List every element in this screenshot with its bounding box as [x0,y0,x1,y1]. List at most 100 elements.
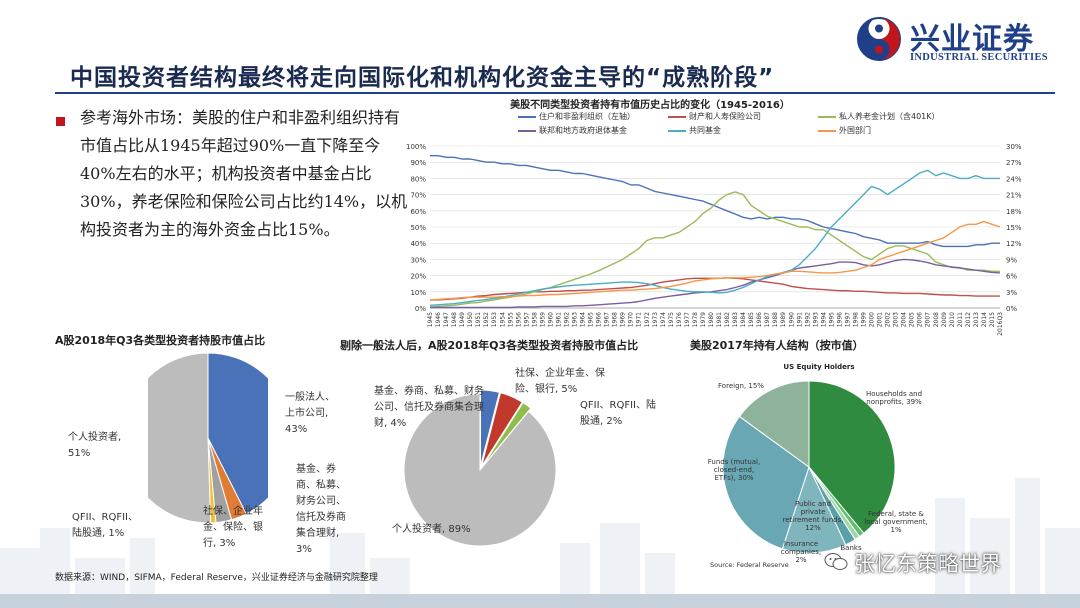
us-pie-title: 美股2017年持有人结构（按市值） [690,339,864,352]
us-pie-chart [722,380,896,554]
legend-label: 私人养老金计划（含401K） [839,112,940,121]
pie-slice-3 [403,393,557,547]
legend-label: 联邦和地方政府退体基金 [539,126,627,135]
x-tick-label: 2013 [973,312,980,327]
pie2-title: 剔除一般法人后，A股2018年Q3各类型投资者持股市值占比 [340,339,639,352]
pie-slice-5 [722,415,810,550]
us-label-foreign: Foreign, 15% [718,382,764,390]
x-tick-label: 1980 [708,312,715,327]
x-tick-label: 2000 [869,312,876,327]
x-tick-label: 1994 [820,312,827,327]
us-label-banks: Banks [840,544,862,552]
x-tick-label: 2006 [917,312,924,327]
pie1-label-funds: 基金、券商、私募、财务公司、信托及券商集合理财, 3% [296,464,346,555]
legend-swatch [668,129,686,132]
x-tick-label: 1988 [772,312,779,327]
x-tick-label: 1963 [572,312,579,327]
page-title: 中国投资者结构最终将走向国际化和机构化资金主导的“成熟阶段” [70,65,775,91]
y-left-tick-label: 70% [410,192,426,200]
x-tick-label: 1983 [732,312,739,327]
data-source-note: 数据来源：WIND，SIFMA，Federal Reserve，兴业证券经济与金… [55,573,378,583]
x-tick-label: 1958 [531,312,538,327]
x-tick-label: 1984 [740,312,747,327]
legend-item-mutual-funds: 共同基金 [668,125,721,136]
y-left-tick-label: 80% [410,175,426,183]
legend-item-foreign: 外国部门 [818,125,871,136]
x-tick-label: 1975 [668,312,675,327]
us-figure-source: Source: Federal Reserve [710,561,789,569]
pie1-label-corp: 一般法人、上市公司, 43% [285,392,335,435]
us-figure-subtitle: US Equity Holders [783,363,855,371]
series-line-4 [429,169,1000,306]
x-tick-label: 1992 [804,312,811,327]
pie1-chart [148,352,268,524]
y-left-tick-label: 30% [410,256,426,264]
y-left-tick-label: 10% [410,289,426,297]
x-tick-label: 2016Q3 [997,312,1004,336]
x-tick-label: 1945 [427,312,434,327]
x-tick-label: 1993 [812,312,819,327]
pie2-label-qfii: QFII、RQFII、陆股通, 2% [580,400,656,427]
x-tick-label: 2005 [909,312,916,327]
x-tick-label: 2010 [949,312,956,327]
x-tick-label: 1971 [636,312,643,327]
x-tick-label: 1957 [523,312,530,327]
y-left-tick-label: 100% [406,143,426,151]
wechat-icon [824,553,848,570]
x-tick-label: 1965 [588,312,595,327]
x-tick-label: 1964 [580,312,587,327]
x-tick-label: 1972 [644,312,651,327]
legend-swatch [818,129,836,132]
x-tick-label: 1979 [700,312,707,327]
legend-item-government: 联邦和地方政府退体基金 [518,125,627,136]
pie2-label-social: 社保、企业年金、保险、银行, 5% [515,368,605,395]
y-right-tick-label: 21% [1006,192,1022,200]
pie-slice-4 [781,465,847,554]
x-tick-label: 1991 [796,312,803,327]
watermark-text: 张忆东策略世界 [854,552,1001,576]
x-tick-label: 2011 [957,312,964,327]
x-tick-label: 1950 [467,312,474,327]
pie2-label-retail: 个人投资者, 89% [392,524,471,535]
y-left-tick-label: 60% [410,208,426,216]
x-tick-label: 1981 [716,312,723,327]
line-chart: 0% 10% 20% 30% 40% 50% 60% 70% 80% 90% 100% 0% 3% 6% 9… [406,143,1022,336]
x-tick-label: 1995 [828,312,835,327]
series-line-5 [429,220,1001,301]
logo-english-name: INDUSTRIAL SECURITIES [910,52,1048,63]
pie-slice-0 [808,380,896,534]
legend-swatch [518,129,536,132]
y-left-tick-label: 90% [410,159,426,167]
pie1-label-retail: 个人投资者, 51% [68,432,122,459]
pie-slice-2 [481,401,532,468]
brand-logo: 兴业证券 INDUSTRIAL SECURITIES [856,14,1071,66]
x-tick-label: 1946 [435,312,442,327]
x-tick-label: 1953 [491,312,498,327]
x-tick-label: 1977 [684,312,691,327]
pie-slice-0 [479,390,501,467]
pie1-label-qfii: QFII、RQFII、陆股通, 1% [72,512,138,539]
x-tick-label: 1978 [692,312,699,327]
x-tick-label: 1998 [852,312,859,327]
x-tick-label: 1952 [483,312,490,327]
x-tick-label: 1969 [620,312,627,327]
pie-slice-1 [481,392,524,467]
x-tick-label: 1990 [788,312,795,327]
pie1-label-social: 社保、企业年金、保险、银行, 3% [203,506,263,549]
us-label-retirement: Public and private retirement funds, 12% [782,500,844,532]
y-right-tick-label: 24% [1006,175,1022,183]
us-label-government: Federal, state & local government, 1% [864,510,928,534]
pie1-title: A股2018年Q3各类型投资者持股市值占比 [55,334,266,347]
y-left-tick-label: 20% [410,273,426,281]
x-tick-label: 1956 [515,312,522,327]
legend-item-insurance: 财产和人寿保险公司 [668,111,761,122]
footer-strip [0,594,1080,608]
x-tick-label: 1987 [764,312,771,327]
x-tick-label: 1959 [539,312,546,327]
x-tick-label: 2004 [901,312,908,327]
y-right-tick-label: 6% [1006,273,1017,281]
legend-item-pension: 私人养老金计划（含401K） [818,111,940,122]
pie2-label-funds: 基金、券商、私募、财务公司、信托及券商集合理财, 4% [374,386,484,429]
x-tick-label: 2012 [965,312,972,327]
legend-label: 共同基金 [689,126,721,135]
